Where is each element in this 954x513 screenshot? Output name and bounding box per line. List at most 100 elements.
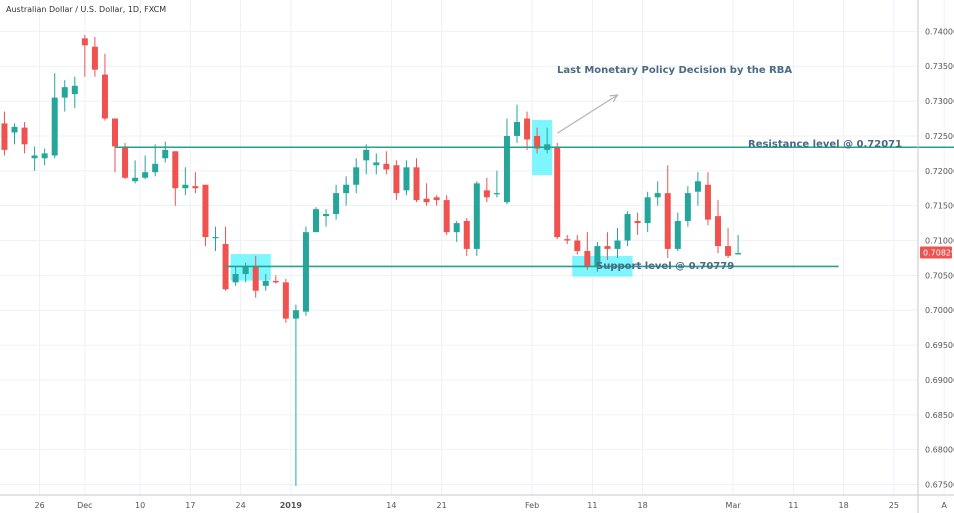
x-tick-label: Dec xyxy=(77,501,92,510)
candle-down xyxy=(665,165,671,258)
candle-body xyxy=(484,190,490,197)
candle-body xyxy=(414,167,420,200)
candle-down xyxy=(112,119,118,173)
y-tick-label: 0.70000 xyxy=(925,306,954,315)
candle-up xyxy=(333,185,339,220)
resistance-annotation: Resistance level @ 0.72071 xyxy=(748,139,902,150)
candle-body xyxy=(233,274,239,282)
candle-body xyxy=(172,151,178,188)
candle-body xyxy=(403,167,409,190)
candle-body xyxy=(202,185,208,237)
candle-body xyxy=(584,251,590,267)
candle-body xyxy=(685,193,691,221)
candle-body xyxy=(303,232,309,311)
x-tick-label: 26 xyxy=(35,501,45,510)
candle-body xyxy=(554,146,560,237)
candle-down xyxy=(604,232,610,260)
candle-down xyxy=(82,35,88,77)
candle-body xyxy=(253,267,259,291)
x-tick-label: Feb xyxy=(525,501,539,510)
rba-annotation: Last Monetary Policy Decision by the RBA xyxy=(557,65,792,76)
candle-down xyxy=(725,228,731,258)
candle-down xyxy=(22,122,28,153)
candle-down xyxy=(122,143,128,179)
candle-up xyxy=(72,77,78,108)
last-price-tag: 0.70829 xyxy=(920,246,954,258)
candle-up xyxy=(42,149,48,166)
candle-down xyxy=(574,235,580,255)
candle-down xyxy=(584,232,590,270)
x-tick-label: 2019 xyxy=(280,501,303,510)
candle-down xyxy=(554,143,560,239)
candle-body xyxy=(42,153,48,158)
candle-body xyxy=(102,75,108,119)
candle-up xyxy=(152,144,158,176)
candle-body xyxy=(373,162,379,165)
support-annotation: Support level @ 0.70779 xyxy=(596,261,734,272)
candle-body xyxy=(32,155,38,158)
candle-down xyxy=(273,275,279,283)
candle-down xyxy=(192,172,198,193)
candle-up xyxy=(474,181,480,256)
candle-body xyxy=(273,281,279,282)
candle-down xyxy=(393,160,399,200)
candle-body xyxy=(192,186,198,188)
x-tick-label: 17 xyxy=(185,501,195,510)
grid xyxy=(0,0,944,495)
chart-title: Australian Dollar / U.S. Dollar, 1D, FXC… xyxy=(6,5,166,14)
x-tick-label: 21 xyxy=(437,501,447,510)
candle-body xyxy=(675,221,681,249)
candle-up xyxy=(52,73,58,158)
candle-up xyxy=(213,227,219,251)
candle-body xyxy=(12,127,18,133)
candle-body xyxy=(514,122,520,136)
y-tick-label: 0.67500 xyxy=(925,481,954,490)
candle-up xyxy=(685,186,691,226)
candle-body xyxy=(504,136,510,202)
candle-up xyxy=(162,142,168,163)
candle-up xyxy=(293,305,299,486)
candle-down xyxy=(564,235,570,244)
candle-body xyxy=(82,38,88,45)
candle-down xyxy=(464,218,470,256)
candle-body xyxy=(112,119,118,147)
candle-body xyxy=(293,310,299,318)
candle-body xyxy=(182,185,188,188)
x-tick-label: 14 xyxy=(386,501,396,510)
candle-body xyxy=(464,221,470,249)
candle-body xyxy=(243,267,249,274)
candle-up xyxy=(182,167,188,195)
candle-up xyxy=(363,144,369,174)
candle-body xyxy=(655,193,661,197)
candle-body xyxy=(213,237,219,238)
candle-body xyxy=(343,185,349,193)
candle-body xyxy=(283,282,289,318)
candle-body xyxy=(353,167,359,184)
candle-up xyxy=(403,160,409,195)
x-tick-label: 10 xyxy=(135,501,145,510)
x-tick-label: A xyxy=(941,501,947,510)
candle-body xyxy=(72,86,78,94)
candle-up xyxy=(454,221,460,242)
candle-up xyxy=(353,158,359,193)
candle-up xyxy=(32,146,38,170)
x-tick-label: 18 xyxy=(638,501,648,510)
candle-down xyxy=(223,227,229,291)
candle-body xyxy=(705,185,711,220)
candle-body xyxy=(524,119,530,140)
x-tick-label: 25 xyxy=(889,501,899,510)
x-tick-label: Mar xyxy=(726,501,742,510)
candle-body xyxy=(162,150,168,158)
candle-body xyxy=(333,193,339,214)
candle-body xyxy=(313,209,319,232)
x-tick-label: 11 xyxy=(788,501,798,510)
candle-body xyxy=(52,98,58,156)
x-tick-label: 18 xyxy=(839,501,849,510)
